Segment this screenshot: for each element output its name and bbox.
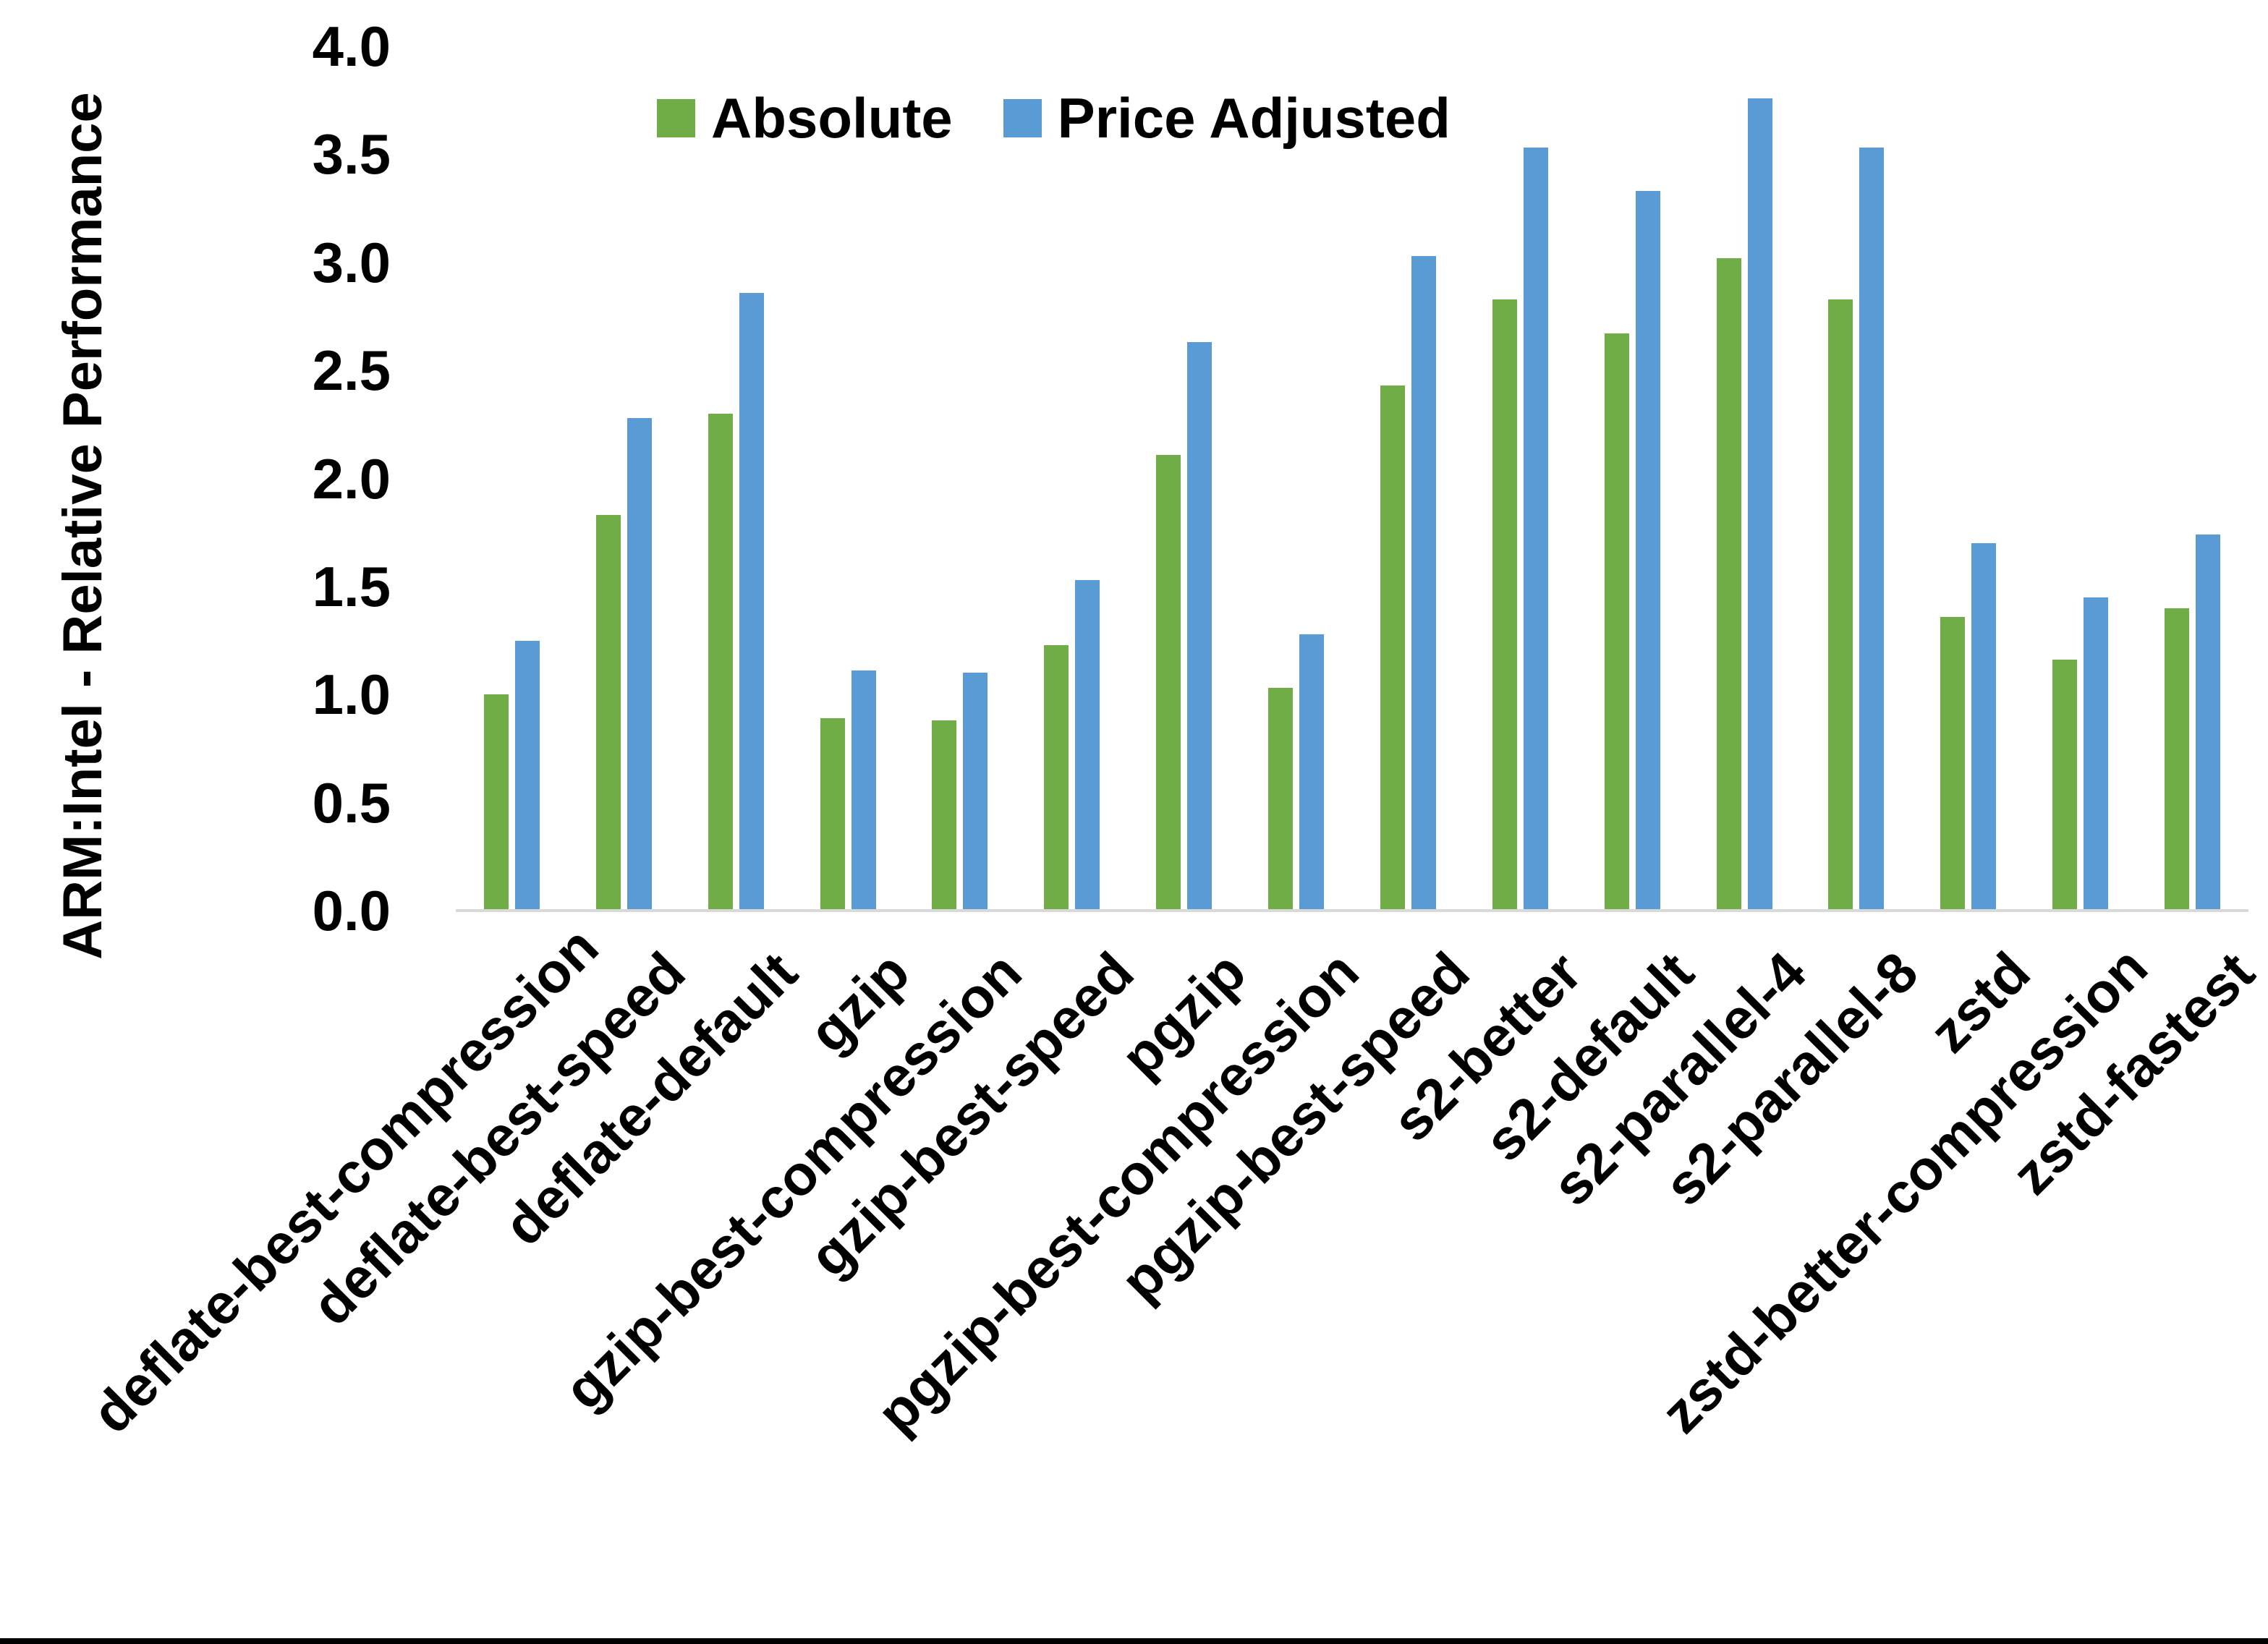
bar-group-gzip-best-compression xyxy=(904,46,1016,911)
bar-group-s2-better xyxy=(1464,46,1576,911)
bar-price-adjusted-deflate-default xyxy=(739,292,764,911)
bar-price-adjusted-s2-parallel-8 xyxy=(1859,148,1885,911)
bar-price-adjusted-deflate-best-speed xyxy=(627,417,652,911)
legend-label-absolute: Absolute xyxy=(711,86,953,150)
bar-price-adjusted-zstd-fastest xyxy=(2196,534,2221,911)
bar-group-s2-parallel-8 xyxy=(1801,46,1913,911)
bar-group-pgzip-best-compression xyxy=(1240,46,1352,911)
bar-absolute-zstd xyxy=(1940,616,1966,911)
y-tick-label-0.5: 0.5 xyxy=(312,770,391,835)
y-tick-label-0.0: 0.0 xyxy=(312,879,391,942)
bar-price-adjusted-pgzip-best-speed xyxy=(1411,255,1436,911)
y-tick-label-3.0: 3.0 xyxy=(312,230,391,294)
bar-price-adjusted-zstd xyxy=(1971,543,1997,911)
window-bottom-border xyxy=(0,1638,2268,1644)
bar-group-zstd-better-compression xyxy=(2024,46,2136,911)
bar-price-adjusted-gzip-best-speed xyxy=(1075,579,1100,911)
bar-price-adjusted-pgzip-best-compression xyxy=(1299,634,1325,911)
plot-area xyxy=(456,46,2248,911)
bar-price-adjusted-deflate-best-compression xyxy=(514,640,540,911)
bar-group-zstd xyxy=(1912,46,2024,911)
bar-absolute-zstd-better-compression xyxy=(2052,660,2078,911)
x-axis-line xyxy=(456,909,2248,912)
bar-group-zstd-fastest xyxy=(2136,46,2248,911)
bar-absolute-deflate-default xyxy=(708,413,733,911)
bar-absolute-s2-better xyxy=(1492,299,1517,911)
bar-group-deflate-best-speed xyxy=(568,46,680,911)
bar-price-adjusted-s2-default xyxy=(1635,191,1660,911)
bar-absolute-zstd-fastest xyxy=(2165,608,2190,911)
bar-absolute-s2-parallel-8 xyxy=(1828,299,1853,911)
bar-absolute-pgzip-best-speed xyxy=(1380,386,1405,911)
y-tick-label-1.5: 1.5 xyxy=(312,554,391,618)
bar-group-pgzip xyxy=(1128,46,1240,911)
bar-absolute-gzip xyxy=(820,718,845,911)
y-tick-label-4.0: 4.0 xyxy=(312,14,391,78)
y-tick-label-1.0: 1.0 xyxy=(312,663,391,727)
legend-swatch-price-adjusted xyxy=(1003,98,1042,137)
y-tick-label-2.0: 2.0 xyxy=(312,446,391,511)
bar-absolute-deflate-best-compression xyxy=(483,694,509,911)
bar-absolute-pgzip xyxy=(1156,454,1181,911)
bar-price-adjusted-zstd-better-compression xyxy=(2084,597,2109,911)
bar-price-adjusted-s2-parallel-4 xyxy=(1747,98,1772,911)
bar-absolute-gzip-best-speed xyxy=(1044,644,1069,911)
bar-price-adjusted-s2-better xyxy=(1523,148,1548,911)
bar-group-s2-parallel-4 xyxy=(1689,46,1801,911)
y-tick-label-3.5: 3.5 xyxy=(312,122,391,187)
bar-absolute-s2-parallel-4 xyxy=(1716,257,1741,911)
bar-absolute-pgzip-best-compression xyxy=(1268,688,1294,911)
bar-group-pgzip-best-speed xyxy=(1352,46,1464,911)
bar-absolute-s2-default xyxy=(1604,333,1629,911)
bar-group-gzip-best-speed xyxy=(1016,46,1128,911)
y-axis-title: ARM:Intel - Relative Performance xyxy=(52,92,114,960)
legend-swatch-absolute xyxy=(657,98,695,137)
bar-group-s2-default xyxy=(1576,46,1689,911)
y-tick-label-2.5: 2.5 xyxy=(312,338,391,403)
bar-group-gzip xyxy=(792,46,904,911)
bar-group-deflate-default xyxy=(680,46,792,911)
bar-price-adjusted-gzip-best-compression xyxy=(963,673,988,911)
bar-absolute-gzip-best-compression xyxy=(932,720,957,911)
bar-absolute-deflate-best-speed xyxy=(595,515,621,911)
bar-price-adjusted-pgzip xyxy=(1187,342,1212,911)
bar-price-adjusted-gzip xyxy=(851,670,876,911)
chart-legend: Absolute Price Adjusted xyxy=(657,85,1451,150)
legend-label-price-adjusted: Price Adjusted xyxy=(1057,86,1451,150)
bar-group-deflate-best-compression xyxy=(456,46,568,911)
